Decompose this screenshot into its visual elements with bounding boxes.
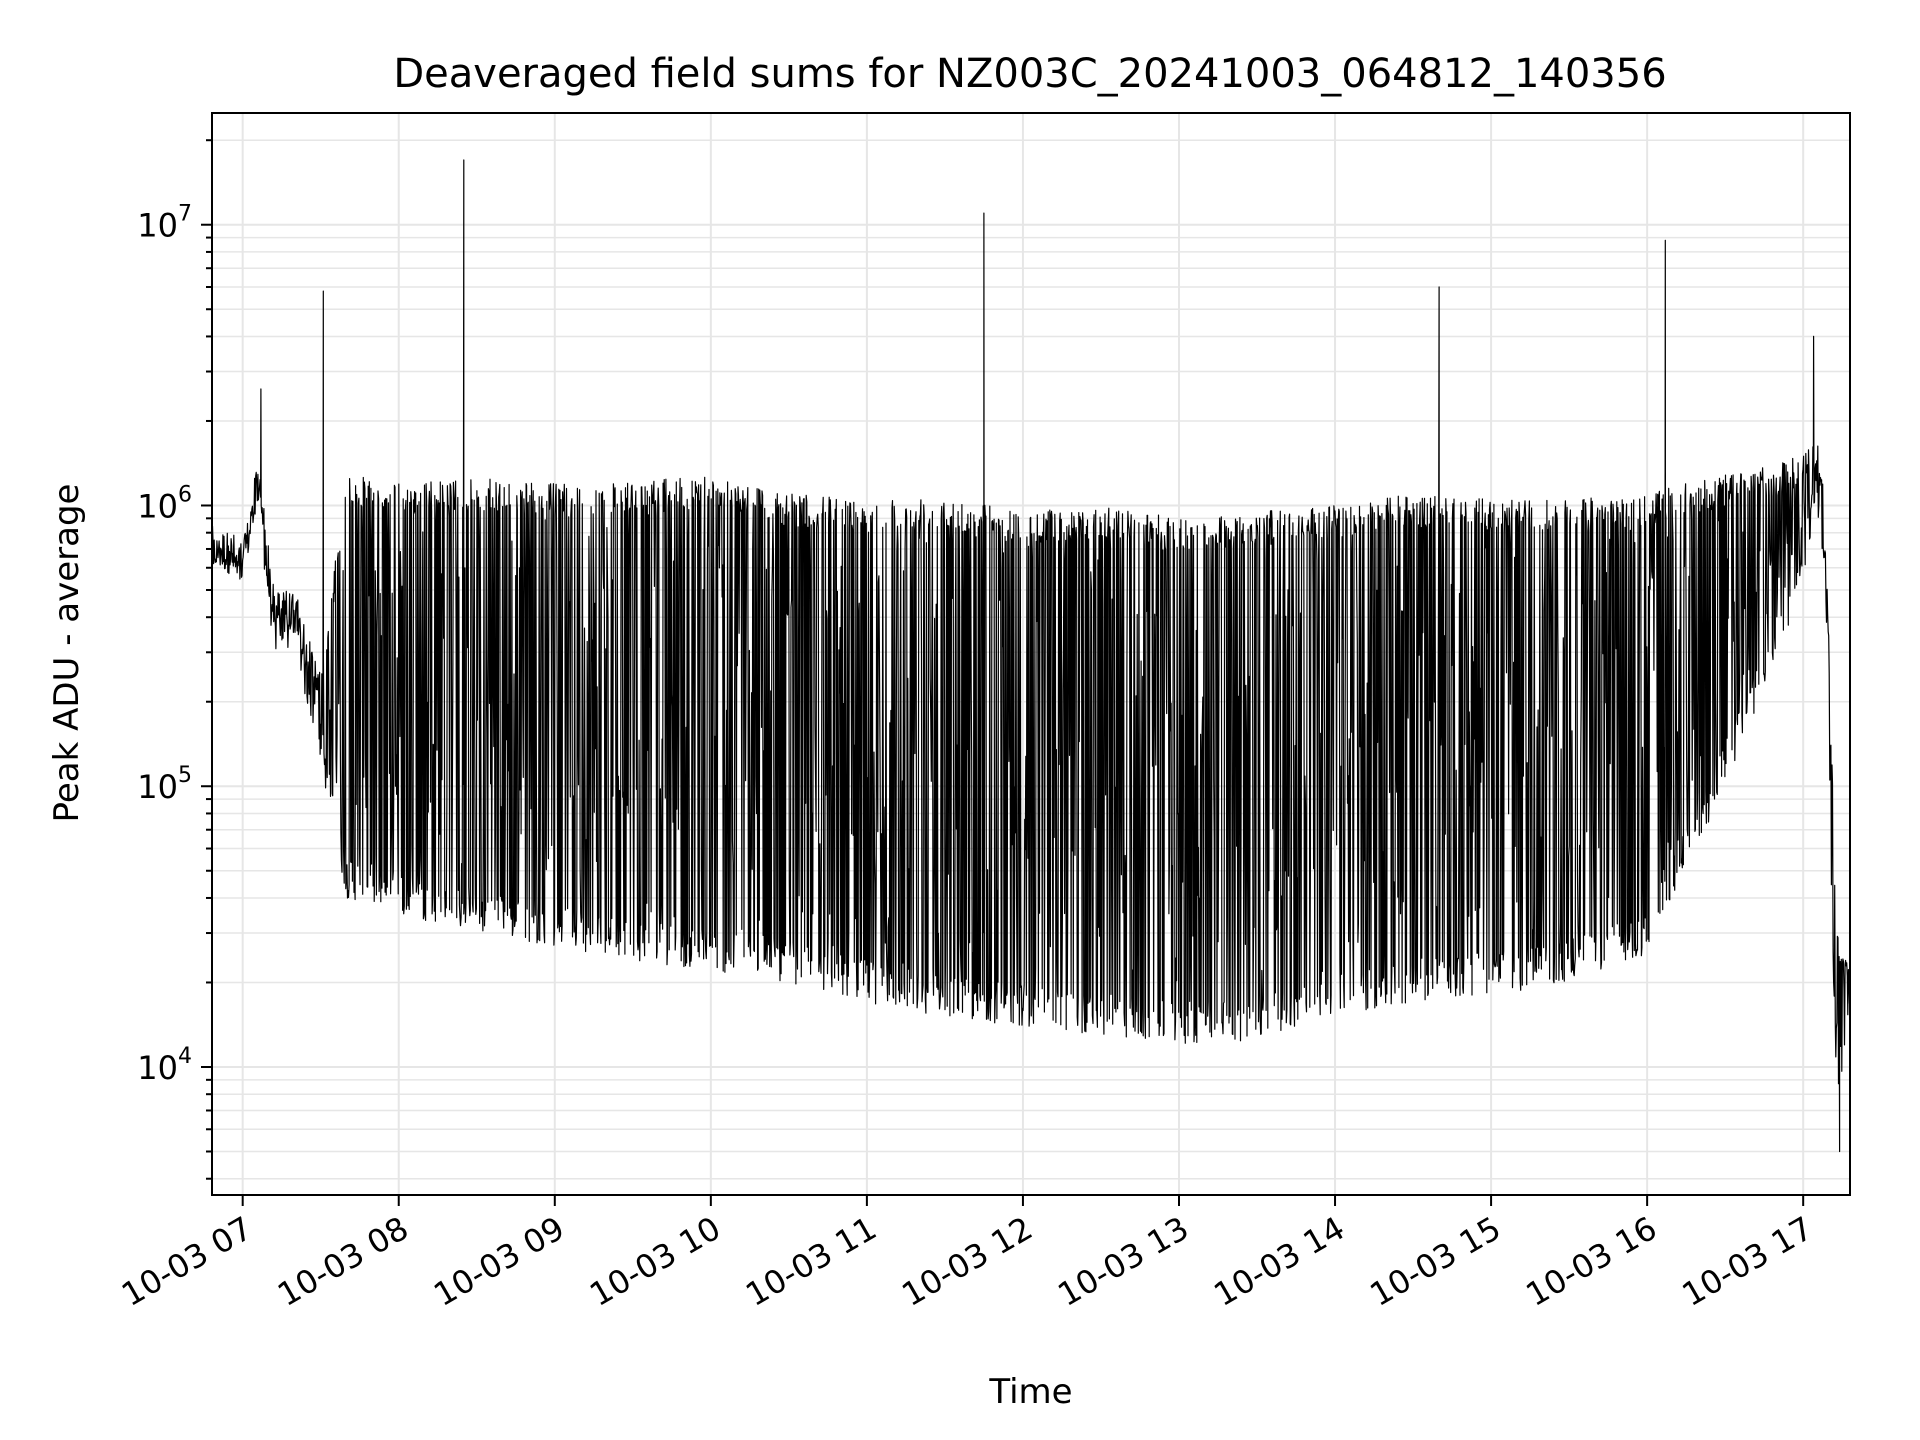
y-tick-exponent: 7 <box>178 202 192 227</box>
y-tick-base: 10 <box>137 487 178 525</box>
plot-area <box>211 112 1851 1196</box>
x-axis-label: Time <box>988 1372 1072 1412</box>
y-tick-exponent: 4 <box>178 1044 192 1069</box>
series <box>211 159 1851 1153</box>
chart-title: Deaveraged field sums for NZ003C_2024100… <box>393 51 1666 97</box>
y-tick-label: 105 <box>137 763 192 806</box>
series-line <box>211 159 1851 1153</box>
y-tick-label: 106 <box>137 482 192 525</box>
y-tick-base: 10 <box>137 768 178 806</box>
y-tick-base: 10 <box>137 1049 178 1087</box>
y-axis-label: Peak ADU - average <box>47 484 87 823</box>
y-tick-base: 10 <box>137 207 178 245</box>
plot-frame <box>211 112 1851 1196</box>
y-tick-label: 104 <box>137 1044 192 1087</box>
y-tick-exponent: 6 <box>178 482 192 507</box>
y-tick-label: 107 <box>137 202 192 245</box>
y-tick-exponent: 5 <box>178 763 192 788</box>
